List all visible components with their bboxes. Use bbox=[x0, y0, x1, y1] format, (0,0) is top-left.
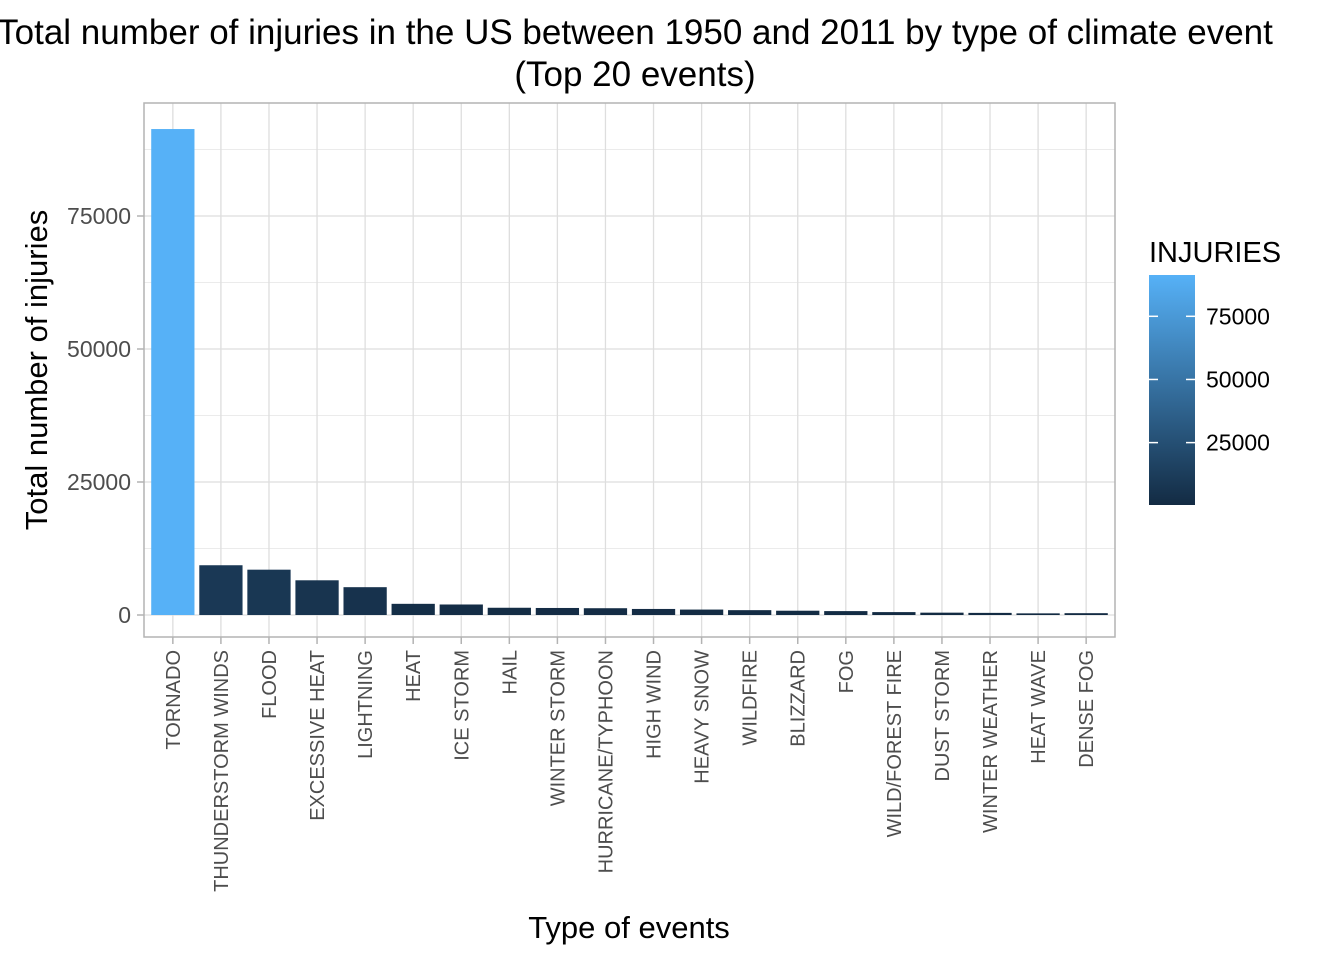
x-tick-label: HEAT bbox=[403, 650, 425, 702]
bar-ice-storm bbox=[439, 604, 483, 615]
x-tick-label: LIGHTNING bbox=[355, 650, 377, 759]
bars bbox=[151, 129, 1108, 615]
x-tick-label: HAIL bbox=[499, 650, 521, 694]
bar-tornado bbox=[151, 129, 195, 615]
x-tick-label: WINTER STORM bbox=[547, 650, 569, 806]
x-tick-label: HIGH WIND bbox=[644, 650, 666, 759]
y-tick-label: 25000 bbox=[67, 469, 131, 495]
x-axis-title: Type of events bbox=[528, 910, 730, 945]
bar-winter-weather bbox=[968, 612, 1012, 615]
panel-border bbox=[143, 102, 1116, 638]
y-axis: 0 25000 50000 75000 bbox=[67, 203, 144, 628]
bar-heat bbox=[391, 603, 435, 615]
legend-title: INJURIES bbox=[1149, 237, 1281, 269]
bar-thunderstorm-winds bbox=[199, 565, 243, 615]
bar-fog bbox=[824, 611, 868, 615]
color-legend: INJURIES 25000 50000 75000 bbox=[1149, 237, 1281, 505]
minor-gridlines bbox=[144, 149, 1115, 549]
x-tick-label: THUNDERSTORM WINDS bbox=[211, 650, 233, 892]
legend-colorbar bbox=[1149, 275, 1195, 505]
x-tick-label: ICE STORM bbox=[451, 650, 473, 761]
bar-winter-storm bbox=[535, 607, 580, 615]
x-tick-label: HEAVY SNOW bbox=[692, 650, 714, 784]
x-tick-label: WILD/FOREST FIRE bbox=[884, 650, 906, 837]
bar-heavy-snow bbox=[679, 609, 724, 615]
y-axis-title: Total number of injuries bbox=[19, 210, 54, 531]
x-tick-label: TORNADO bbox=[163, 650, 185, 750]
bar-excessive-heat bbox=[295, 580, 339, 615]
plot-panel bbox=[143, 102, 1116, 638]
x-tick-label: FLOOD bbox=[259, 650, 281, 719]
bar-high-wind bbox=[631, 608, 676, 615]
x-tick-label: HURRICANE/TYPHOON bbox=[595, 650, 617, 873]
bar-blizzard bbox=[776, 610, 820, 615]
x-axis: TORNADO THUNDERSTORM WINDS FLOOD EXCESSIVE … bbox=[163, 637, 1098, 892]
x-tick-label: BLIZZARD bbox=[788, 650, 810, 747]
chart-subtitle: (Top 20 events) bbox=[514, 55, 755, 94]
legend-tick-label: 75000 bbox=[1206, 303, 1270, 329]
x-tick-label: DENSE FOG bbox=[1076, 650, 1098, 768]
x-tick-label: FOG bbox=[836, 650, 858, 693]
x-tick-label: EXCESSIVE HEAT bbox=[307, 650, 329, 821]
bar-hail bbox=[487, 607, 531, 615]
bar-heat-wave bbox=[1016, 613, 1060, 615]
bar-hurricane-typhoon bbox=[583, 608, 628, 615]
bar-wild-forest-fire bbox=[872, 612, 916, 615]
x-tick-label: WILDFIRE bbox=[740, 650, 762, 746]
x-tick-label: WINTER WEATHER bbox=[980, 650, 1002, 833]
legend-tick-label: 50000 bbox=[1206, 366, 1270, 392]
bar-dense-fog bbox=[1064, 613, 1108, 615]
y-tick-label: 50000 bbox=[67, 336, 131, 362]
bar-flood bbox=[247, 569, 291, 615]
legend-ticks: 25000 50000 75000 bbox=[1149, 303, 1270, 456]
legend-tick-label: 25000 bbox=[1206, 430, 1270, 456]
major-gridlines bbox=[144, 103, 1115, 637]
bar-dust-storm bbox=[920, 612, 964, 615]
chart-title: Total number of injuries in the US betwe… bbox=[0, 13, 1273, 52]
y-tick-label: 75000 bbox=[67, 203, 131, 229]
bar-lightning bbox=[343, 587, 387, 615]
bar-wildfire bbox=[728, 610, 772, 615]
y-tick-label: 0 bbox=[118, 602, 131, 628]
x-tick-label: HEAT WAVE bbox=[1028, 650, 1050, 764]
x-tick-label: DUST STORM bbox=[932, 650, 954, 782]
